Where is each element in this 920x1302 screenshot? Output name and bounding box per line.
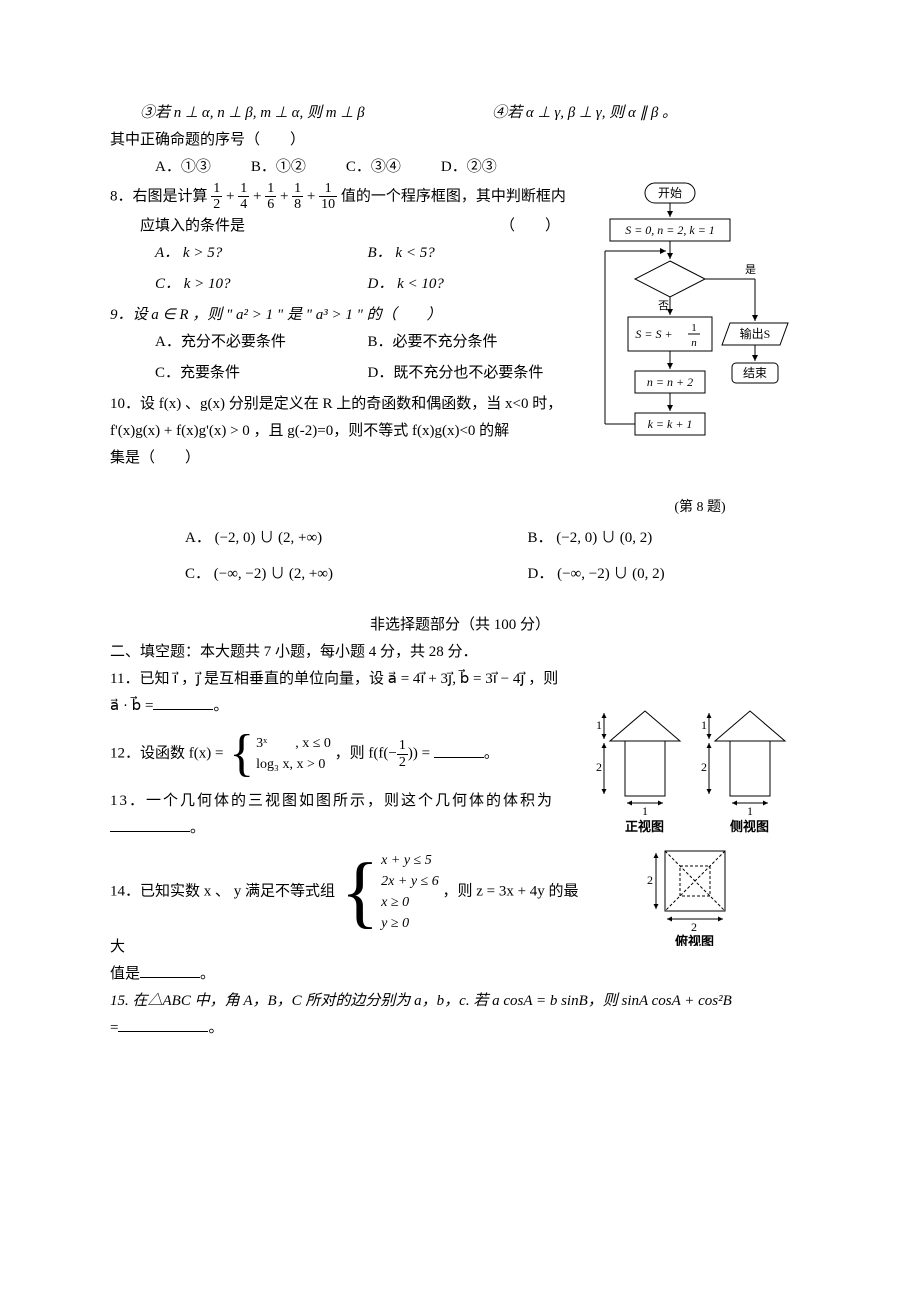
q12-pre: 12．设函数 f(x) = xyxy=(110,746,223,762)
svg-text:k = k + 1: k = k + 1 xyxy=(648,417,693,431)
svg-text:2: 2 xyxy=(596,760,602,774)
q8-options: A． k > 5? B． k < 5? C． k > 10? D． k < 10… xyxy=(110,240,580,302)
section2-title: 非选择题部分（共 100 分） xyxy=(110,612,810,639)
q11-line2: a⃗ · b⃗ =。 xyxy=(110,693,580,720)
svg-text:2: 2 xyxy=(647,873,653,887)
q10-opt-c: C． (−∞, −2) ∪ (2, +∞) xyxy=(185,556,498,592)
q15-blank xyxy=(118,1016,208,1032)
q10-opt-d: D． (−∞, −2) ∪ (0, 2) xyxy=(528,556,665,592)
frac-1-2: 12 xyxy=(211,181,222,213)
q12-mid: ，则 f(f(− xyxy=(335,746,397,762)
flowchart: 开始 S = 0, n = 2, k = 1 否 是 输出S 结束 S = S … xyxy=(590,181,810,520)
svg-text:S = 0, n = 2, k = 1: S = 0, n = 2, k = 1 xyxy=(625,223,715,237)
q14-c2: 2x + y ≤ 6 xyxy=(381,871,439,892)
frac-1-6: 16 xyxy=(265,181,276,213)
three-view-svg: 1 2 1 正视图 1 2 1 侧视图 xyxy=(590,706,800,946)
q14-c1: x + y ≤ 5 xyxy=(381,850,439,871)
q11-line1: 11．已知 i⃗ ，j⃗ 是互相垂直的单位向量，设 a⃗ = 4i⃗ + 3j⃗… xyxy=(110,666,580,693)
svg-text:是: 是 xyxy=(745,263,756,276)
svg-text:2: 2 xyxy=(701,760,707,774)
q9-options: A．充分不必要条件 B．必要不充分条件 C．充要条件 D．既不充分也不必要条件 xyxy=(110,329,580,391)
q13-line2: 。 xyxy=(110,815,580,842)
q14-line2: 值是。 xyxy=(110,961,810,988)
opt-c: C．③④ xyxy=(346,154,401,181)
q9-opt-c: C．充要条件 xyxy=(155,360,368,387)
q11-pre: a⃗ · b⃗ = xyxy=(110,698,153,714)
svg-text:2: 2 xyxy=(691,920,697,934)
q-top-options: A．①③ B．①② C．③④ D．②③ xyxy=(110,154,810,181)
svg-text:n = n + 2: n = n + 2 xyxy=(647,375,693,389)
opt-d: D．②③ xyxy=(441,154,497,181)
frac-1-10: 110 xyxy=(319,181,337,213)
q8: 8．右图是计算 12 + 14 + 16 + 18 + 110 值的一个程序框图… xyxy=(110,181,580,213)
svg-text:结束: 结束 xyxy=(743,366,767,380)
q15-line2: =。 xyxy=(110,1015,810,1042)
q10-line3: 集是（ ） xyxy=(110,445,580,472)
q14-pre: 14．已知实数 x 、 y 满足不等式组 xyxy=(110,884,335,900)
q11-blank xyxy=(153,694,213,710)
q12-case2: log₃ x, x > 0 xyxy=(256,754,331,775)
section2-heading: 二、填空题：本大题共 7 小题，每小题 4 分，共 28 分． xyxy=(110,639,810,666)
stmt-4: ④若 α ⊥ γ, β ⊥ γ, 则 α ∥ β 。 xyxy=(492,105,677,121)
q-top-statements: ③若 n ⊥ α, n ⊥ β, m ⊥ α, 则 m ⊥ β ④若 α ⊥ γ… xyxy=(110,100,810,127)
frac-1-8: 18 xyxy=(292,181,303,213)
svg-text:1: 1 xyxy=(596,718,602,732)
q12-blank xyxy=(434,742,484,758)
three-view-diagrams: 1 2 1 正视图 1 2 1 侧视图 xyxy=(590,666,810,961)
q9-opt-a: A．充分不必要条件 xyxy=(155,329,368,356)
q8-opt-c: C． k > 10? xyxy=(155,271,368,298)
q13-blank xyxy=(110,816,190,832)
opt-b: B．①② xyxy=(251,154,306,181)
svg-text:1: 1 xyxy=(691,322,697,334)
q10-opt-a: A． (−2, 0) ∪ (2, +∞) xyxy=(185,520,498,556)
q14: 14．已知实数 x 、 y 满足不等式组 { x + y ≤ 5 2x + y … xyxy=(110,850,580,961)
q10-line2: f'(x)g(x) + f(x)g'(x) > 0 ，且 g(-2)=0，则不等… xyxy=(110,418,580,445)
svg-text:S = S +: S = S + xyxy=(635,327,672,341)
q8-line1-post: 值的一个程序框图，其中判断框内 xyxy=(341,188,566,204)
svg-text:开始: 开始 xyxy=(658,186,682,200)
q8-line2: 应填入的条件是 xyxy=(140,213,245,240)
svg-text:1: 1 xyxy=(701,718,707,732)
svg-text:输出S: 输出S xyxy=(740,326,771,341)
q8-line1-pre: 8．右图是计算 xyxy=(110,188,208,204)
stmt-3: ③若 n ⊥ α, n ⊥ β, m ⊥ α, 则 m ⊥ β xyxy=(140,100,488,127)
q10-opt-b: B． (−2, 0) ∪ (0, 2) xyxy=(528,520,653,556)
svg-text:否: 否 xyxy=(658,300,669,312)
q15-line1: 15. 在△ABC 中，角 A，B，C 所对的边分别为 a，b，c. 若 a c… xyxy=(110,988,810,1015)
opt-a: A．①③ xyxy=(155,154,211,181)
q9-opt-b: B．必要不充分条件 xyxy=(368,329,581,356)
svg-text:1: 1 xyxy=(642,804,648,818)
q13-line1: 13．一个几何体的三视图如图所示，则这个几何体的体积为 xyxy=(110,788,580,815)
q10-line1: 10．设 f(x) 、g(x) 分别是定义在 R 上的奇函数和偶函数，当 x<0… xyxy=(110,391,580,418)
q8-blank: （ ） xyxy=(500,213,560,240)
q10-options: A． (−2, 0) ∪ (2, +∞) B． (−2, 0) ∪ (0, 2)… xyxy=(110,520,810,592)
q-top-prompt: 其中正确命题的序号（ ） xyxy=(110,127,810,154)
svg-text:正视图: 正视图 xyxy=(625,819,664,834)
q14-c3: x ≥ 0 xyxy=(381,892,439,913)
q8-opt-b: B． k < 5? xyxy=(368,240,581,267)
q12: 12．设函数 f(x) = { 3ˣ , x ≤ 0 log₃ x, x > 0… xyxy=(110,728,580,780)
q9-opt-d: D．既不充分也不必要条件 xyxy=(368,360,581,387)
q12-case1: 3ˣ , x ≤ 0 xyxy=(256,733,331,754)
q12-post: )) = xyxy=(408,746,430,762)
q8-opt-d: D． k < 10? xyxy=(368,271,581,298)
svg-text:1: 1 xyxy=(747,804,753,818)
frac-1-4: 14 xyxy=(238,181,249,213)
q14-c4: y ≥ 0 xyxy=(381,913,439,934)
q8-opt-a: A． k > 5? xyxy=(155,240,368,267)
q12-frac: 12 xyxy=(397,738,408,770)
svg-text:n: n xyxy=(691,337,697,349)
flowchart-caption: (第 8 题) xyxy=(590,495,810,520)
svg-text:俯视图: 俯视图 xyxy=(675,934,714,946)
q14-blank xyxy=(140,962,200,978)
flowchart-svg: 开始 S = 0, n = 2, k = 1 否 是 输出S 结束 S = S … xyxy=(590,181,790,491)
svg-text:侧视图: 侧视图 xyxy=(730,819,769,834)
q9-text: 9．设 a ∈ R ，则 " a² > 1 " 是 " a³ > 1 " 的（ … xyxy=(110,302,580,329)
